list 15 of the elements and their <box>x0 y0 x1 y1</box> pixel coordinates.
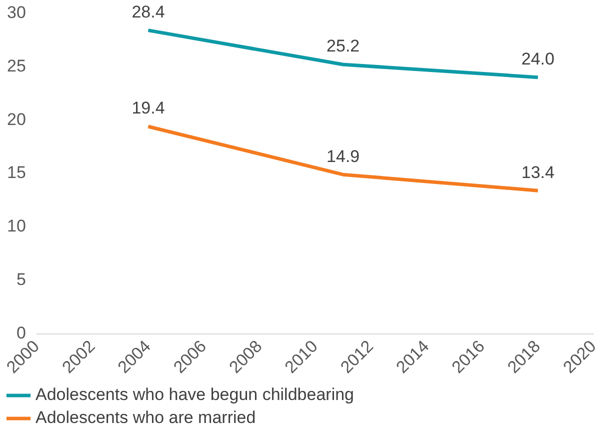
y-tick-label: 10 <box>6 216 26 236</box>
data-label: 25.2 <box>326 36 360 56</box>
data-label: 13.4 <box>521 162 554 182</box>
data-label: 28.4 <box>132 2 165 22</box>
y-tick-label: 20 <box>6 110 26 129</box>
y-tick-label: 25 <box>6 56 26 76</box>
data-label: 19.4 <box>132 98 165 118</box>
y-tick-label: 30 <box>6 2 26 22</box>
y-tick-label: 5 <box>16 270 26 290</box>
y-tick-label: 0 <box>16 324 26 343</box>
data-label: 14.9 <box>326 146 360 166</box>
data-label: 24.0 <box>521 50 554 69</box>
legend-label: Adolescents who have begun childbearing <box>36 385 354 404</box>
legend-label: Adolescents who are married <box>36 408 256 428</box>
y-tick-label: 15 <box>6 163 26 182</box>
